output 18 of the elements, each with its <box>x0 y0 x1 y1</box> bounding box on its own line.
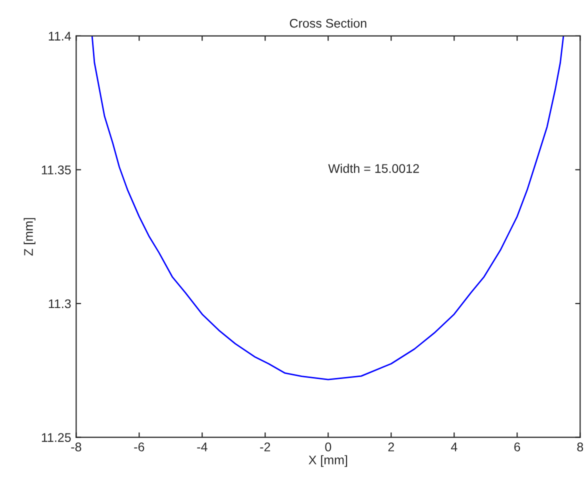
x-tick-label: -4 <box>197 442 208 452</box>
line-series <box>91 36 564 380</box>
x-tick-label: 6 <box>514 442 520 452</box>
x-tick-label: -6 <box>134 442 144 452</box>
y-tick-label: 11.25 <box>42 433 71 442</box>
y-tick-label: 11.35 <box>42 166 71 174</box>
chart-title: Cross Section <box>290 18 366 28</box>
y-axis-title: Z [mm] <box>24 218 36 256</box>
x-tick-label: -8 <box>71 442 82 452</box>
x-axis-title: X [mm] <box>308 455 348 467</box>
x-tick-label: 0 <box>325 442 332 452</box>
x-tick-label: -2 <box>260 442 270 452</box>
y-tick-label: 11.3 <box>48 299 71 308</box>
x-tick-label: 8 <box>577 442 584 452</box>
y-tick-label: 11.4 <box>48 32 71 40</box>
x-tick-label: 2 <box>388 442 394 452</box>
annotation: Width = 15.0012 <box>328 164 419 173</box>
x-tick-label: 4 <box>450 442 458 452</box>
